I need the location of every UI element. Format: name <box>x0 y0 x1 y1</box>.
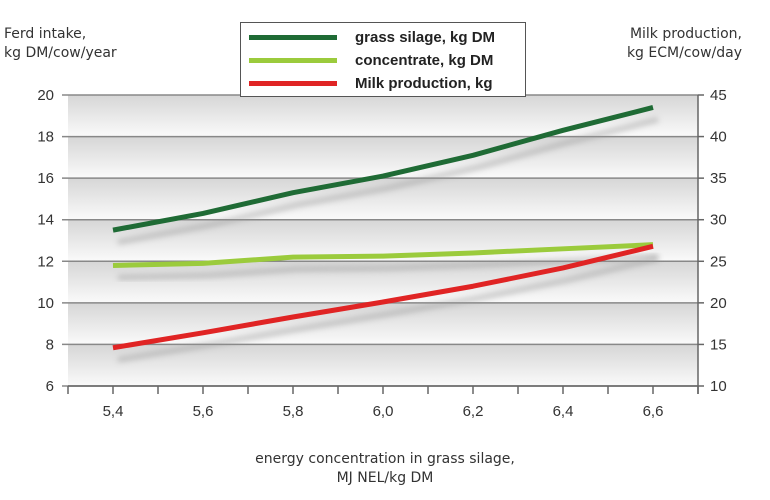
right-tick-label: 25 <box>710 253 727 270</box>
right-axis-label: Milk production, kg ECM/cow/day <box>627 25 742 63</box>
left-tick-label: 8 <box>46 336 54 353</box>
series-shadow <box>117 255 659 363</box>
legend: grass silage, kg DM concentrate, kg DM Mil… <box>240 22 526 97</box>
legend-swatch <box>249 57 337 63</box>
left-tick-label: 18 <box>37 129 54 146</box>
legend-label: Milk production, kg <box>355 74 493 92</box>
grid-band <box>68 136 698 179</box>
right-tick-label: 20 <box>710 295 727 312</box>
x-tick-label: 6,0 <box>373 403 394 420</box>
left-tick-label: 14 <box>37 212 54 229</box>
right-axis-label-line2: kg ECM/cow/day <box>626 45 742 61</box>
legend-label: grass silage, kg DM <box>355 28 496 46</box>
x-axis-label-line1: energy concentration in grass silage, <box>255 451 515 467</box>
right-tick-label: 10 <box>710 378 727 395</box>
x-tick-label: 5,8 <box>283 403 304 420</box>
right-tick-label: 35 <box>710 170 727 187</box>
series-shadow <box>117 117 659 245</box>
legend-label: concentrate, kg DM <box>355 51 494 69</box>
right-tick-label: 15 <box>710 336 727 353</box>
right-tick-label: 40 <box>710 129 727 146</box>
x-tick-label: 6,2 <box>463 403 484 420</box>
x-tick-label: 5,6 <box>193 403 214 420</box>
x-tick-label: 5,4 <box>103 403 124 420</box>
right-tick-label: 45 <box>710 87 727 104</box>
x-tick-label: 6,4 <box>553 403 574 420</box>
x-axis-label-line2: MJ NEL/kg DM <box>336 470 434 486</box>
left-axis-label: Ferd intake, kg DM/cow/year <box>4 25 117 63</box>
left-tick-label: 20 <box>37 87 54 104</box>
left-tick-label: 12 <box>37 253 54 270</box>
x-tick-label: 6,6 <box>643 403 664 420</box>
legend-item: grass silage, kg DM <box>249 26 495 48</box>
legend-item: Milk production, kg <box>249 72 493 94</box>
x-axis-label: energy concentration in grass silage, MJ… <box>0 450 770 488</box>
grid-band <box>68 95 698 137</box>
left-axis-label-line1: Ferd intake, <box>4 26 87 42</box>
legend-swatch <box>249 80 337 86</box>
series-shadow <box>117 254 659 280</box>
grid-band <box>68 178 698 220</box>
legend-item: concentrate, kg DM <box>249 49 493 71</box>
legend-swatch <box>249 34 337 40</box>
right-tick-label: 30 <box>710 212 727 229</box>
left-tick-label: 6 <box>46 378 54 395</box>
right-axis-label-line1: Milk production, <box>629 26 742 42</box>
left-axis-label-line2: kg DM/cow/year <box>4 45 117 61</box>
left-tick-label: 16 <box>37 170 54 187</box>
left-tick-label: 10 <box>37 295 54 312</box>
